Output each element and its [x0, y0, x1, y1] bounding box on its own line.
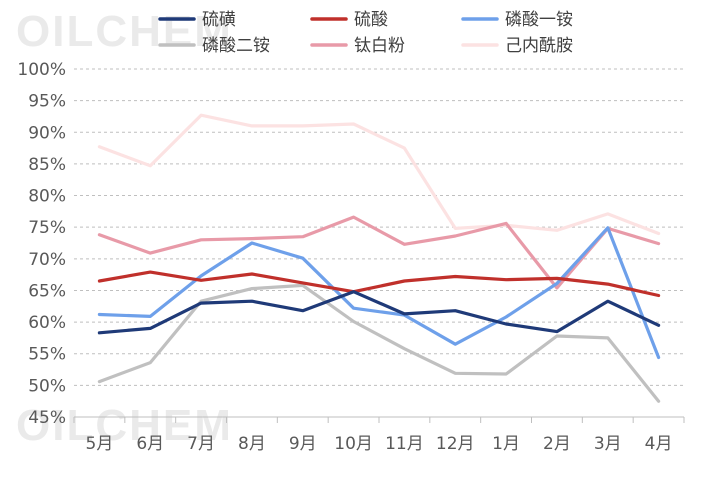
y-tick-label: 50%: [28, 376, 66, 396]
x-tick-label: 3月: [594, 434, 622, 454]
legend-label: 磷酸二铵: [202, 36, 270, 56]
y-tick-label: 45%: [28, 408, 66, 428]
watermark-top: OILCHEM: [16, 7, 233, 56]
y-axis: 100% 95% 90% 85% 80% 75% 70% 65% 60% 55% 50% 45%: [17, 60, 66, 428]
series-line: [97, 290, 661, 335]
series-line: [97, 283, 661, 403]
y-tick-label: 55%: [28, 345, 66, 365]
x-tick-label: 7月: [187, 434, 215, 454]
x-tick-label: 1月: [492, 434, 520, 454]
x-tick-label: 8月: [238, 434, 266, 454]
series-line: [97, 226, 661, 360]
y-tick-label: 80%: [28, 187, 66, 207]
series-lines: [97, 113, 661, 403]
watermark-bottom: OILCHEM: [16, 401, 233, 450]
x-tick-label: 9月: [289, 434, 317, 454]
y-tick-label: 95%: [28, 92, 66, 112]
series-line: [97, 113, 661, 236]
x-tick-label: 6月: [136, 434, 164, 454]
y-tick-label: 90%: [28, 123, 66, 143]
y-tick-label: 75%: [28, 218, 66, 238]
legend-label: 钛白粉: [354, 36, 405, 56]
x-tick-label: 2月: [543, 434, 571, 454]
legend-label: 磷酸一铵: [505, 10, 573, 30]
x-tick-label: 5月: [86, 434, 114, 454]
y-tick-label: 100%: [17, 60, 66, 80]
y-tick-label: 70%: [28, 250, 66, 270]
y-tick-label: 65%: [28, 281, 66, 301]
x-tick-label: 11月: [385, 434, 424, 454]
x-axis: 5月 6月 7月 8月 9月 10月 11月 12月 1月 2月 3月 4月: [73, 416, 685, 454]
legend-label: 硫酸: [354, 10, 388, 30]
series-line: [97, 270, 661, 298]
x-tick-label: 10月: [334, 434, 373, 454]
y-tick-label: 85%: [28, 155, 66, 175]
legend-label: 硫磺: [202, 10, 236, 30]
x-tick-label: 4月: [645, 434, 673, 454]
y-tick-label: 60%: [28, 313, 66, 333]
legend-label: 己内酰胺: [505, 36, 573, 56]
x-tick-label: 12月: [436, 434, 475, 454]
